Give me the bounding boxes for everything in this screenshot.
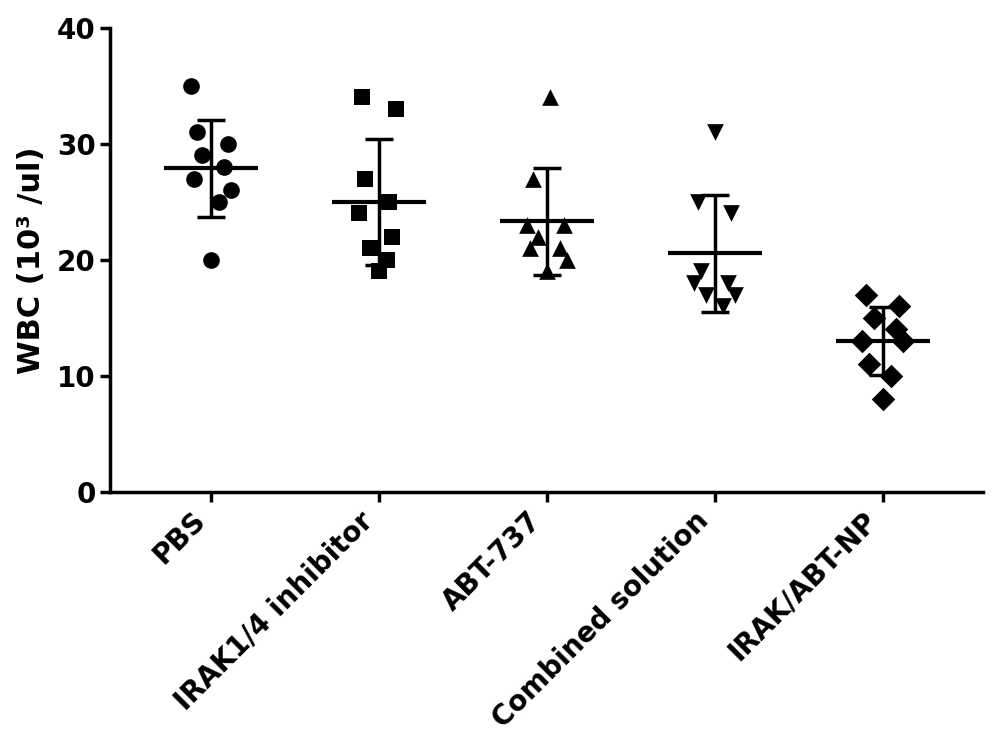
Point (539, 266, 555, 278)
Point (211, 196, 227, 208)
Point (203, 254, 219, 266)
Point (707, 126, 723, 138)
Point (519, 219, 535, 231)
Point (720, 277, 736, 289)
Point (371, 266, 387, 278)
Point (698, 289, 714, 301)
Point (875, 393, 891, 405)
Point (727, 289, 743, 301)
Point (384, 230, 400, 242)
Point (381, 196, 397, 208)
Point (552, 242, 568, 254)
Point (194, 149, 210, 161)
Point (525, 172, 541, 184)
Point (186, 172, 202, 184)
Point (362, 242, 378, 254)
Point (556, 219, 572, 231)
Point (690, 196, 706, 208)
Point (354, 92, 370, 104)
Point (866, 312, 882, 324)
Point (189, 126, 205, 138)
Point (379, 254, 395, 266)
Point (858, 289, 874, 301)
Point (216, 161, 232, 173)
Point (559, 254, 575, 266)
Point (723, 208, 739, 220)
Point (223, 184, 239, 196)
Point (883, 370, 899, 382)
Point (895, 335, 911, 347)
Point (861, 358, 877, 370)
Point (351, 208, 367, 220)
Point (388, 103, 404, 115)
Point (715, 300, 731, 312)
Point (522, 242, 538, 254)
Point (686, 277, 702, 289)
Point (891, 300, 907, 312)
Point (357, 172, 373, 184)
Point (693, 266, 709, 278)
Y-axis label: WBC (10³ /ul): WBC (10³ /ul) (17, 146, 46, 374)
Point (888, 323, 904, 335)
Point (220, 138, 236, 150)
Point (530, 230, 546, 242)
Point (183, 80, 199, 92)
Point (542, 92, 558, 104)
Point (854, 335, 870, 347)
